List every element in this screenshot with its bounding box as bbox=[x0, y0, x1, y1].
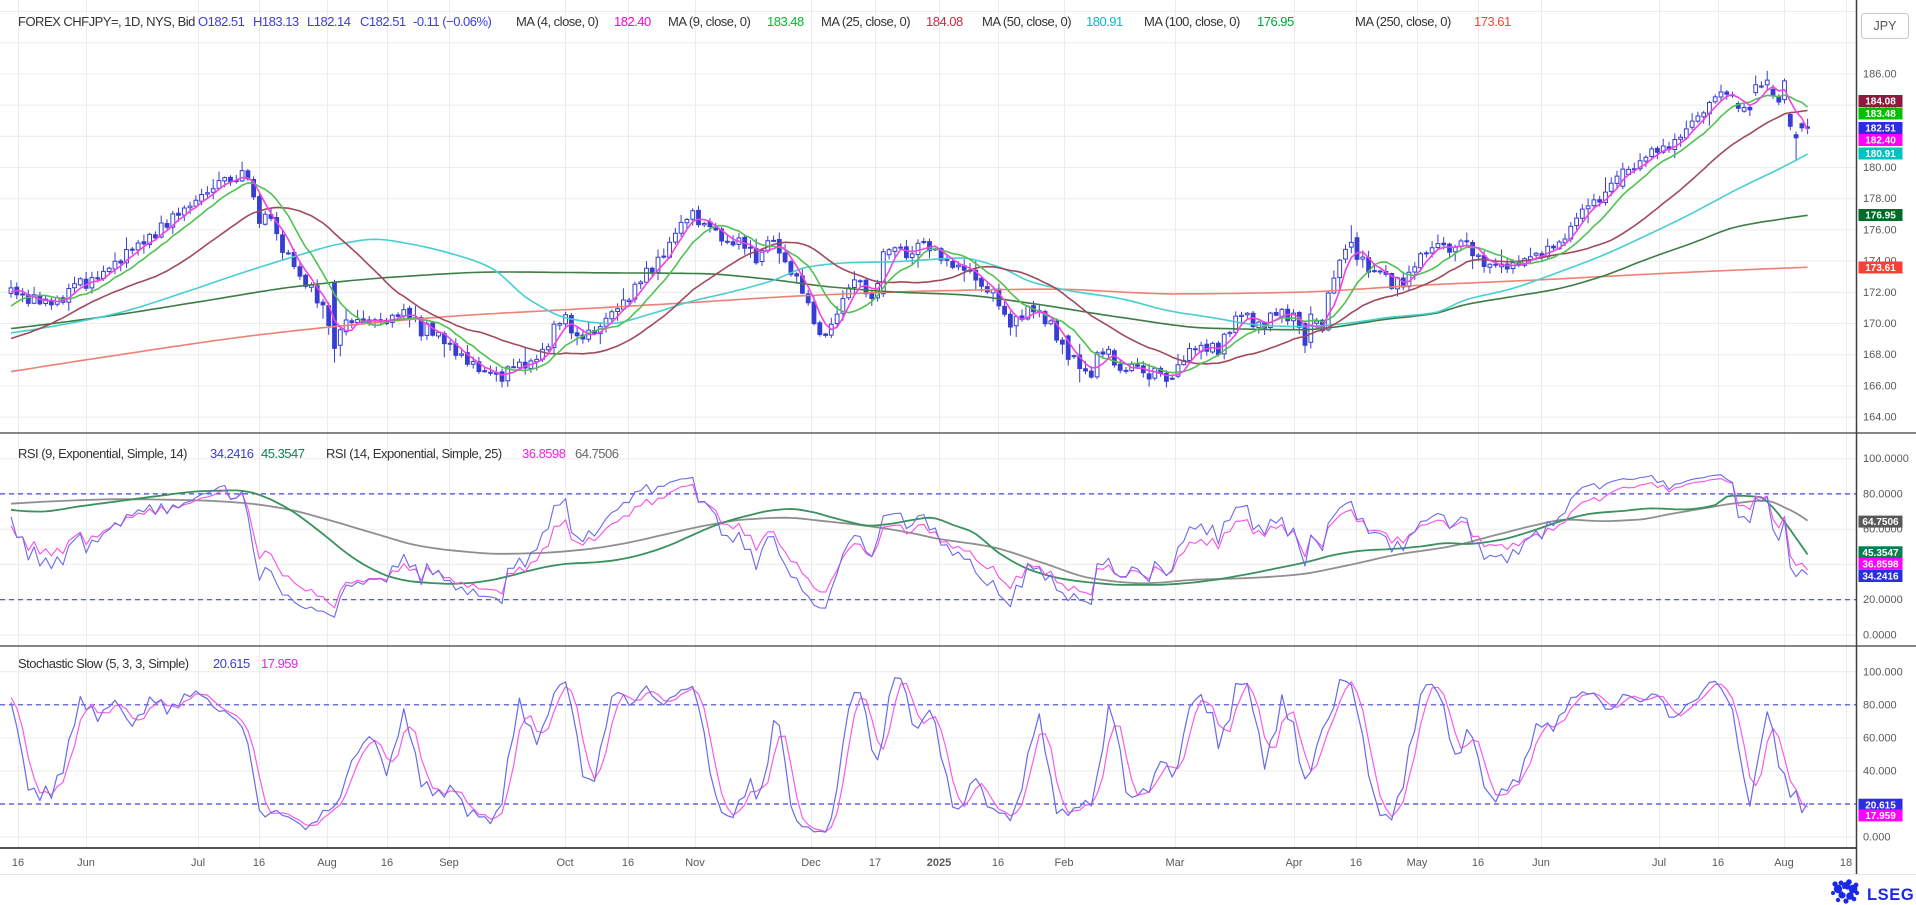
svg-text:0.0000: 0.0000 bbox=[1863, 629, 1897, 641]
svg-text:17: 17 bbox=[869, 857, 881, 869]
svg-text:RSI (14, Exponential, Simple,: RSI (14, Exponential, Simple, 25) bbox=[326, 446, 502, 461]
svg-text:172.00: 172.00 bbox=[1863, 287, 1897, 299]
svg-text:164.00: 164.00 bbox=[1863, 412, 1897, 424]
svg-text:16: 16 bbox=[1350, 857, 1362, 869]
svg-text:Jun: Jun bbox=[1532, 857, 1550, 869]
svg-text:80.0000: 80.0000 bbox=[1863, 488, 1903, 500]
svg-text:Jun: Jun bbox=[77, 857, 95, 869]
svg-text:L182.14: L182.14 bbox=[307, 14, 351, 29]
svg-text:Dec: Dec bbox=[801, 857, 821, 869]
svg-text:16: 16 bbox=[1712, 857, 1724, 869]
svg-text:45.3547: 45.3547 bbox=[1862, 548, 1899, 559]
svg-text:2025: 2025 bbox=[927, 857, 951, 869]
svg-text:183.48: 183.48 bbox=[767, 14, 804, 29]
svg-text:36.8598: 36.8598 bbox=[1862, 560, 1899, 571]
svg-text:Oct: Oct bbox=[556, 857, 573, 869]
svg-text:182.40: 182.40 bbox=[1865, 136, 1896, 147]
svg-text:20.615: 20.615 bbox=[1865, 800, 1896, 811]
svg-text:Mar: Mar bbox=[1166, 857, 1185, 869]
svg-text:MA (100, close, 0): MA (100, close, 0) bbox=[1144, 14, 1240, 29]
svg-text:183.48: 183.48 bbox=[1865, 109, 1896, 120]
svg-text:-0.11 (−0.06%): -0.11 (−0.06%) bbox=[413, 14, 492, 29]
svg-text:MA (9, close, 0): MA (9, close, 0) bbox=[668, 14, 750, 29]
svg-text:186.00: 186.00 bbox=[1863, 68, 1897, 80]
svg-text:FOREX CHFJPY=, 1D, NYS, Bid: FOREX CHFJPY=, 1D, NYS, Bid bbox=[18, 14, 195, 29]
svg-text:16: 16 bbox=[622, 857, 634, 869]
svg-text:16: 16 bbox=[12, 857, 24, 869]
svg-text:Feb: Feb bbox=[1055, 857, 1074, 869]
svg-text:16: 16 bbox=[381, 857, 393, 869]
svg-text:100.0000: 100.0000 bbox=[1863, 453, 1909, 465]
svg-text:Aug: Aug bbox=[317, 857, 337, 869]
svg-text:34.2416: 34.2416 bbox=[210, 446, 254, 461]
svg-text:17.959: 17.959 bbox=[261, 656, 298, 671]
svg-text:60.000: 60.000 bbox=[1863, 732, 1897, 744]
svg-text:Nov: Nov bbox=[685, 857, 705, 869]
svg-text:184.08: 184.08 bbox=[1865, 97, 1896, 108]
svg-text:176.95: 176.95 bbox=[1865, 211, 1896, 222]
svg-text:20.0000: 20.0000 bbox=[1863, 594, 1903, 606]
svg-text:182.40: 182.40 bbox=[614, 14, 651, 29]
svg-text:173.61: 173.61 bbox=[1474, 14, 1511, 29]
svg-text:64.7506: 64.7506 bbox=[575, 446, 619, 461]
svg-text:LSEG: LSEG bbox=[1867, 886, 1914, 904]
svg-text:16: 16 bbox=[992, 857, 1004, 869]
svg-text:0.000: 0.000 bbox=[1863, 832, 1891, 844]
svg-text:H183.13: H183.13 bbox=[253, 14, 299, 29]
svg-text:184.08: 184.08 bbox=[926, 14, 963, 29]
svg-text:O182.51: O182.51 bbox=[198, 14, 245, 29]
svg-text:170.00: 170.00 bbox=[1863, 318, 1897, 330]
svg-text:May: May bbox=[1407, 857, 1428, 869]
svg-text:180.91: 180.91 bbox=[1086, 14, 1123, 29]
svg-text:168.00: 168.00 bbox=[1863, 349, 1897, 361]
svg-text:64.7506: 64.7506 bbox=[1862, 517, 1899, 528]
svg-text:Apr: Apr bbox=[1285, 857, 1302, 869]
svg-text:45.3547: 45.3547 bbox=[261, 446, 305, 461]
svg-text:176.95: 176.95 bbox=[1257, 14, 1294, 29]
svg-text:MA (50, close, 0): MA (50, close, 0) bbox=[982, 14, 1071, 29]
svg-text:C182.51: C182.51 bbox=[360, 14, 406, 29]
svg-text:Sep: Sep bbox=[439, 857, 459, 869]
svg-text:JPY: JPY bbox=[1874, 19, 1898, 33]
svg-text:MA (25, close, 0): MA (25, close, 0) bbox=[821, 14, 910, 29]
svg-text:RSI (9, Exponential, Simple, 1: RSI (9, Exponential, Simple, 14) bbox=[18, 446, 187, 461]
svg-text:166.00: 166.00 bbox=[1863, 380, 1897, 392]
svg-text:182.51: 182.51 bbox=[1865, 124, 1896, 135]
svg-text:18: 18 bbox=[1840, 857, 1852, 869]
svg-text:17.959: 17.959 bbox=[1865, 811, 1896, 822]
svg-text:16: 16 bbox=[1472, 857, 1484, 869]
svg-text:100.000: 100.000 bbox=[1863, 666, 1903, 678]
svg-text:20.615: 20.615 bbox=[213, 656, 250, 671]
svg-text:34.2416: 34.2416 bbox=[1862, 572, 1899, 583]
svg-text:80.000: 80.000 bbox=[1863, 699, 1897, 711]
svg-text:180.00: 180.00 bbox=[1863, 162, 1897, 174]
svg-text:Jul: Jul bbox=[1652, 857, 1666, 869]
svg-text:MA (250, close, 0): MA (250, close, 0) bbox=[1355, 14, 1451, 29]
svg-text:Stochastic Slow (5, 3, 3, Simp: Stochastic Slow (5, 3, 3, Simple) bbox=[18, 656, 189, 671]
svg-text:176.00: 176.00 bbox=[1863, 224, 1897, 236]
svg-text:16: 16 bbox=[253, 857, 265, 869]
svg-text:Jul: Jul bbox=[191, 857, 205, 869]
svg-text:Aug: Aug bbox=[1774, 857, 1794, 869]
svg-text:40.000: 40.000 bbox=[1863, 765, 1897, 777]
svg-text:MA (4, close, 0): MA (4, close, 0) bbox=[516, 14, 598, 29]
svg-text:180.91: 180.91 bbox=[1865, 149, 1896, 160]
svg-text:36.8598: 36.8598 bbox=[522, 446, 566, 461]
svg-text:173.61: 173.61 bbox=[1865, 263, 1896, 274]
svg-text:178.00: 178.00 bbox=[1863, 193, 1897, 205]
